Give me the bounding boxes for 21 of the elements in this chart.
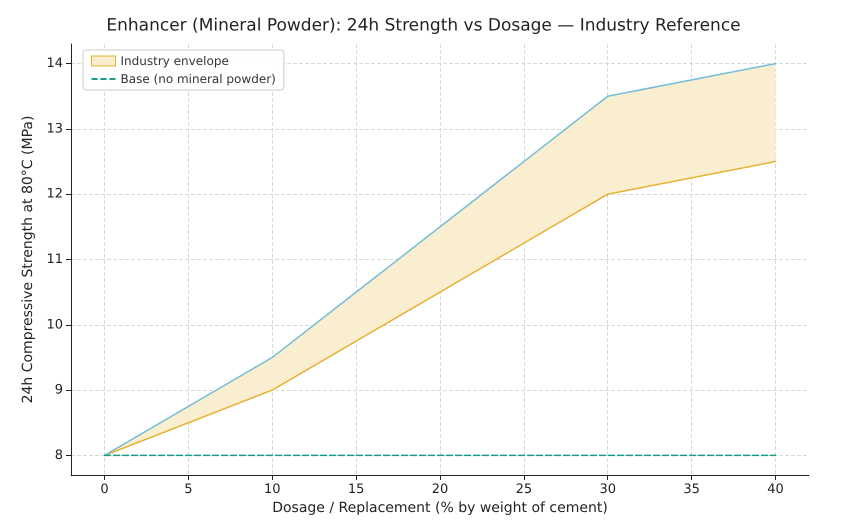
chart-title: Enhancer (Mineral Powder): 24h Strength vs Dosage — Industry Reference	[106, 16, 741, 36]
x-tick-label: 15	[348, 482, 364, 497]
y-tick-label: 9	[54, 382, 63, 398]
x-tick-label: 35	[683, 482, 700, 497]
legend-label: Industry envelope	[120, 54, 229, 68]
y-tick-label: 13	[46, 121, 63, 136]
x-tick-label: 0	[100, 482, 109, 497]
x-tick-label: 20	[432, 482, 448, 497]
y-tick-label: 12	[46, 186, 63, 202]
y-tick-label: 10	[46, 317, 63, 332]
x-tick-label: 40	[767, 482, 784, 497]
y-tick-label: 11	[46, 252, 63, 267]
x-tick-label: 30	[599, 482, 616, 497]
y-tick-label: 14	[46, 56, 63, 72]
x-tick-label: 10	[264, 482, 281, 497]
x-axis-title: Dosage / Replacement (% by weight of cement)	[272, 500, 608, 516]
x-tick-label: 5	[184, 482, 193, 497]
y-axis-title: 24h Compressive Strength at 80°C (MPa)	[20, 116, 36, 404]
x-tick-label: 25	[516, 482, 532, 497]
legend-label: Base (no mineral powder)	[120, 72, 276, 86]
y-tick-label: 8	[54, 448, 63, 463]
